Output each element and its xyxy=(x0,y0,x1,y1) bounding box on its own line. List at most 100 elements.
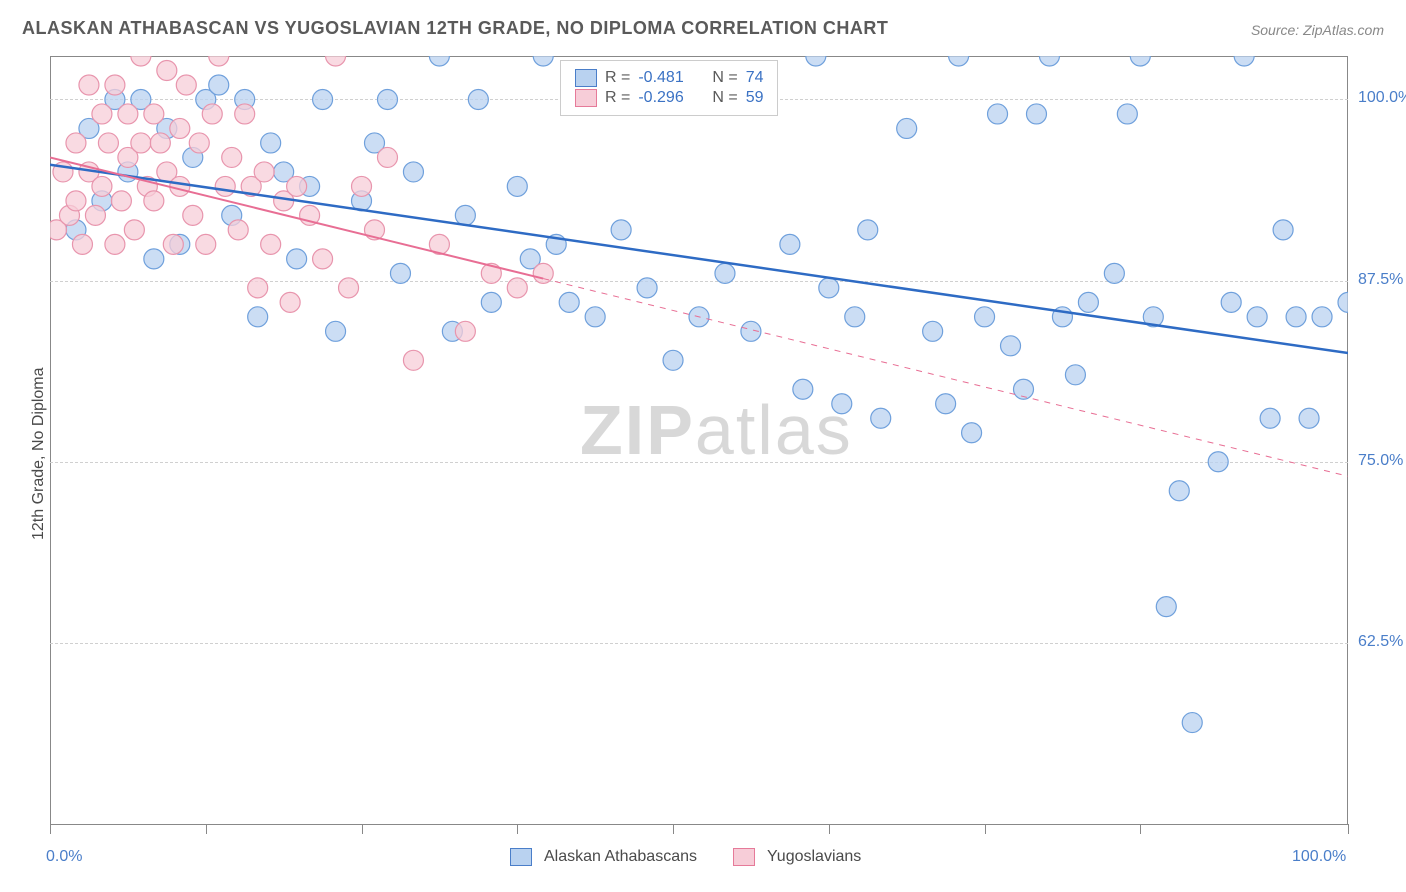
scatter-point xyxy=(92,104,112,124)
scatter-point xyxy=(949,46,969,66)
scatter-point xyxy=(1117,104,1137,124)
scatter-point xyxy=(144,249,164,269)
scatter-point xyxy=(326,46,346,66)
r-value: -0.296 xyxy=(638,89,704,107)
scatter-point xyxy=(1286,307,1306,327)
scatter-point xyxy=(98,133,118,153)
scatter-point xyxy=(455,321,475,341)
scatter-point xyxy=(209,46,229,66)
legend-label: Alaskan Athabascans xyxy=(544,848,697,866)
source-attribution: Source: ZipAtlas.com xyxy=(1251,22,1384,38)
scatter-point xyxy=(150,133,170,153)
x-tick xyxy=(1348,824,1349,834)
legend-row: R =-0.481N =74 xyxy=(575,69,763,87)
scatter-point xyxy=(1078,292,1098,312)
scatter-point xyxy=(92,176,112,196)
scatter-point xyxy=(611,220,631,240)
y-tick-label: 75.0% xyxy=(1358,452,1403,470)
scatter-point xyxy=(326,321,346,341)
x-tick xyxy=(985,824,986,834)
scatter-point xyxy=(1001,336,1021,356)
scatter-point xyxy=(1130,46,1150,66)
scatter-point xyxy=(780,234,800,254)
scatter-point xyxy=(377,89,397,109)
scatter-point xyxy=(468,89,488,109)
scatter-point xyxy=(85,205,105,225)
scatter-point xyxy=(215,176,235,196)
scatter-point xyxy=(313,89,333,109)
scatter-point xyxy=(287,249,307,269)
r-value: -0.481 xyxy=(638,69,704,87)
scatter-point xyxy=(806,46,826,66)
scatter-point xyxy=(248,307,268,327)
scatter-point xyxy=(202,104,222,124)
scatter-point xyxy=(793,379,813,399)
x-tick xyxy=(517,824,518,834)
scatter-point xyxy=(1169,481,1189,501)
x-tick xyxy=(829,824,830,834)
scatter-point xyxy=(585,307,605,327)
scatter-point xyxy=(1065,365,1085,385)
series-legend: Alaskan Athabascans Yugoslavians xyxy=(510,848,885,866)
scatter-point xyxy=(897,118,917,138)
scatter-point xyxy=(663,350,683,370)
scatter-point xyxy=(403,350,423,370)
scatter-point xyxy=(157,60,177,80)
scatter-point xyxy=(936,394,956,414)
scatter-point xyxy=(975,307,995,327)
scatter-point xyxy=(1039,46,1059,66)
y-tick-label: 87.5% xyxy=(1358,271,1403,289)
scatter-point xyxy=(131,46,151,66)
scatter-point xyxy=(79,75,99,95)
scatter-point xyxy=(715,263,735,283)
scatter-point xyxy=(235,104,255,124)
scatter-point xyxy=(1156,597,1176,617)
scatter-point xyxy=(559,292,579,312)
scatter-point xyxy=(163,234,183,254)
scatter-point xyxy=(1273,220,1293,240)
scatter-point xyxy=(832,394,852,414)
scatter-point xyxy=(455,205,475,225)
scatter-point xyxy=(1247,307,1267,327)
n-label: N = xyxy=(712,89,737,107)
scatter-point xyxy=(962,423,982,443)
scatter-point xyxy=(845,307,865,327)
x-tick-label: 0.0% xyxy=(46,848,82,866)
scatter-point xyxy=(858,220,878,240)
legend-swatch xyxy=(575,89,597,107)
scatter-point xyxy=(105,75,125,95)
scatter-point xyxy=(170,118,190,138)
scatter-point xyxy=(429,46,449,66)
scatter-point xyxy=(144,191,164,211)
legend-swatch xyxy=(575,69,597,87)
legend-swatch xyxy=(733,848,755,866)
scatter-point xyxy=(1234,46,1254,66)
scatter-point xyxy=(287,176,307,196)
legend-label: Yugoslavians xyxy=(767,848,861,866)
scatter-point xyxy=(1026,104,1046,124)
y-tick-label: 100.0% xyxy=(1358,89,1406,107)
scatter-point xyxy=(144,104,164,124)
x-tick xyxy=(50,824,51,834)
y-axis-label: 12th Grade, No Diploma xyxy=(30,367,48,540)
chart-title: ALASKAN ATHABASCAN VS YUGOSLAVIAN 12TH G… xyxy=(22,18,888,39)
scatter-point xyxy=(228,220,248,240)
x-tick xyxy=(1140,824,1141,834)
scatter-point xyxy=(352,176,372,196)
scatter-point xyxy=(923,321,943,341)
r-label: R = xyxy=(605,69,630,87)
correlation-legend: R =-0.481N =74R =-0.296N =59 xyxy=(560,60,778,116)
x-tick-label: 100.0% xyxy=(1292,848,1346,866)
x-tick xyxy=(673,824,674,834)
scatter-point xyxy=(1260,408,1280,428)
r-label: R = xyxy=(605,89,630,107)
scatter-point xyxy=(105,234,125,254)
n-value: 74 xyxy=(746,69,764,87)
y-tick-label: 62.5% xyxy=(1358,633,1403,651)
scatter-point xyxy=(819,278,839,298)
x-tick xyxy=(206,824,207,834)
scatter-point xyxy=(1338,292,1358,312)
scatter-point xyxy=(377,147,397,167)
scatter-point xyxy=(254,162,274,182)
scatter-point xyxy=(1104,263,1124,283)
